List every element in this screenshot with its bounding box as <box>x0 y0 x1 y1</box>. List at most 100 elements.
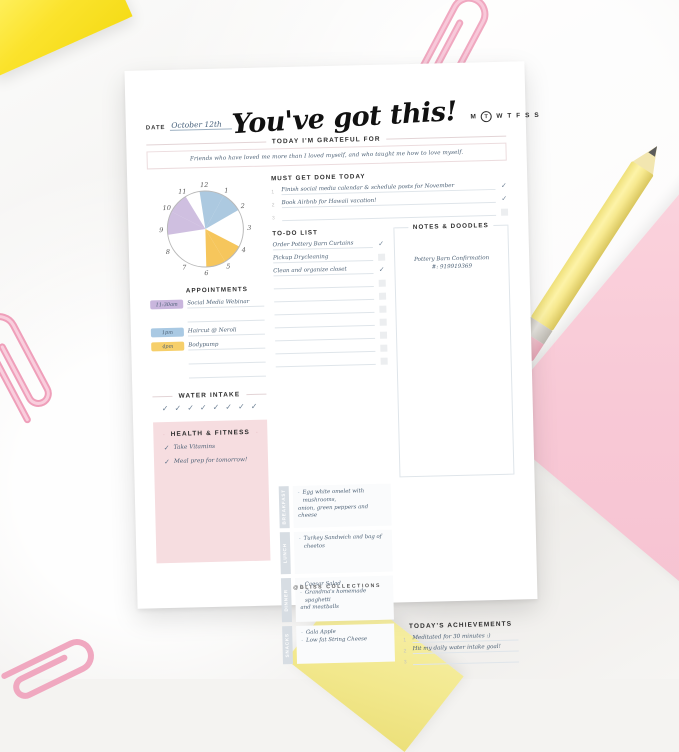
notes-content[interactable]: Pottery Barn Confirmation #: 919919369 <box>402 254 502 273</box>
clock-num-9: 9 <box>159 226 163 234</box>
achievement-row[interactable]: 3 <box>404 652 519 666</box>
appointments-section: APPOINTMENTS 11:30am Social Media Webina… <box>150 286 266 380</box>
todo-text[interactable] <box>276 363 376 367</box>
notes-doodles-section[interactable]: NOTES & DOODLES Pottery Barn Confirmatio… <box>393 225 514 478</box>
dash-icon: - <box>298 490 300 506</box>
meal-tab: SNACKS <box>282 626 293 664</box>
health-item[interactable]: ✓ Meal prep for tomorrow! <box>164 457 258 466</box>
clock-num-3: 3 <box>247 224 251 232</box>
appointment-row[interactable]: 11:30am Social Media Webinar <box>150 296 264 310</box>
todo-text[interactable]: Order Pottery Barn Curtains <box>273 240 373 251</box>
weekday-s2[interactable]: S <box>534 112 539 119</box>
appointment-row[interactable] <box>150 310 264 324</box>
health-item-label: Meal prep for tomorrow! <box>174 457 247 465</box>
row-number: 1 <box>271 189 276 195</box>
pink-paperclip-left <box>0 291 74 439</box>
appointment-time[interactable]: 1pm <box>151 328 184 338</box>
todo-row[interactable] <box>275 341 387 355</box>
todo-row[interactable] <box>274 289 386 303</box>
dash-icon: - <box>299 536 301 552</box>
date-field[interactable]: DATE October 12th <box>146 120 232 137</box>
water-glass-3[interactable]: ✓ <box>187 404 194 412</box>
meal-text: and meatballs <box>300 604 339 613</box>
desk-background: DATE October 12th You've got this! M T W… <box>0 0 679 679</box>
check-icon[interactable]: ✓ <box>378 267 385 274</box>
todo-section: TO-DO LIST Order Pottery Barn Curtains ✓… <box>272 228 390 481</box>
health-item[interactable]: ✓ Take Vitamins <box>164 443 258 452</box>
appointment-text[interactable]: Bodypump <box>188 340 265 350</box>
appointment-text[interactable]: Social Media Webinar <box>187 298 264 308</box>
weekday-f[interactable]: F <box>516 112 521 119</box>
todo-text[interactable]: Clean and organize closet <box>273 266 373 277</box>
planner-page: DATE October 12th You've got this! M T W… <box>124 61 537 609</box>
check-icon[interactable]: ✓ <box>501 196 508 203</box>
checkbox[interactable] <box>501 209 508 216</box>
checkbox[interactable] <box>379 306 386 313</box>
clock-num-7: 7 <box>182 264 186 272</box>
appointment-row[interactable] <box>152 366 266 380</box>
row-number: 2 <box>272 202 277 208</box>
todo-row[interactable]: Pickup Drycleaning <box>273 250 385 264</box>
checkbox[interactable] <box>379 293 386 300</box>
water-glass-5[interactable]: ✓ <box>213 404 220 412</box>
appointment-time[interactable]: 11:30am <box>150 300 183 310</box>
meal-tab: BREAKFAST <box>279 486 290 528</box>
appointment-text[interactable] <box>189 375 266 379</box>
water-title: WATER INTAKE <box>178 391 240 400</box>
appointment-row[interactable]: 1pm Haircut @ Neroli <box>151 324 265 338</box>
todo-row[interactable]: Clean and organize closet ✓ <box>273 263 385 277</box>
weekday-t2[interactable]: T <box>507 113 512 120</box>
todo-row[interactable] <box>275 328 387 342</box>
appointment-time[interactable] <box>151 356 184 366</box>
water-glass-2[interactable]: ✓ <box>174 405 181 413</box>
checkbox[interactable] <box>380 345 387 352</box>
check-icon[interactable]: ✓ <box>378 241 385 248</box>
water-glass-4[interactable]: ✓ <box>200 404 207 412</box>
checkbox[interactable] <box>380 332 387 339</box>
rule-right <box>494 225 508 226</box>
appointment-row[interactable]: 4pm Bodypump <box>151 338 265 352</box>
todo-text[interactable]: Pickup Drycleaning <box>273 253 373 264</box>
water-glass-7[interactable]: ✓ <box>238 403 245 411</box>
appointment-time[interactable] <box>150 314 183 324</box>
weekday-s1[interactable]: S <box>525 112 530 119</box>
todo-row[interactable] <box>273 276 385 290</box>
check-icon[interactable]: ✓ <box>500 183 507 190</box>
todo-row[interactable]: Order Pottery Barn Curtains ✓ <box>273 237 385 251</box>
checkbox[interactable] <box>379 280 386 287</box>
appointment-text[interactable] <box>189 361 266 365</box>
water-glasses[interactable]: ✓ ✓ ✓ ✓ ✓ ✓ ✓ ✓ <box>153 403 267 414</box>
weekday-m[interactable]: M <box>470 113 476 120</box>
checkbox[interactable] <box>379 319 386 326</box>
checkbox[interactable] <box>378 254 385 261</box>
appointment-row[interactable] <box>151 352 265 366</box>
notes-title: NOTES & DOODLES <box>413 222 489 231</box>
meal-body[interactable]: -Gala Apple -Low fat String Cheese <box>296 624 395 664</box>
meal-body[interactable]: -Egg white omelet with mushrooms, onion,… <box>293 484 392 528</box>
appointment-time[interactable] <box>152 370 185 380</box>
todo-row[interactable] <box>275 354 387 368</box>
weekday-w[interactable]: W <box>496 113 503 120</box>
clock-num-6: 6 <box>204 269 208 277</box>
weekday-selector[interactable]: M T W T F S S <box>470 110 539 129</box>
todo-row[interactable] <box>274 302 386 316</box>
water-glass-1[interactable]: ✓ <box>162 405 169 413</box>
appointment-text[interactable] <box>188 319 265 323</box>
dash-icon: - <box>301 630 303 638</box>
achievements-title-row: TODAY'S ACHIEVEMENTS <box>403 621 518 631</box>
weekday-t1[interactable]: T <box>481 111 492 122</box>
must-get-done-text[interactable] <box>282 214 496 221</box>
todo-row[interactable] <box>274 315 386 329</box>
achievement-text[interactable] <box>413 661 519 666</box>
water-glass-8[interactable]: ✓ <box>251 403 258 411</box>
appointment-time[interactable]: 4pm <box>151 342 184 352</box>
appointment-text[interactable]: Haircut @ Neroli <box>188 326 265 336</box>
water-intake-section: WATER INTAKE ✓ ✓ ✓ ✓ ✓ ✓ ✓ ✓ <box>152 391 266 414</box>
water-glass-6[interactable]: ✓ <box>225 403 232 411</box>
meal-text: Low fat String Cheese <box>306 636 367 645</box>
grateful-section: TODAY I'M GRATEFUL FOR Friends who have … <box>146 133 507 170</box>
clock-num-11: 11 <box>178 187 186 195</box>
meal-body[interactable]: -Turkey Sandwich and bag of cheetos <box>294 530 393 574</box>
date-value[interactable]: October 12th <box>169 120 231 131</box>
checkbox[interactable] <box>380 358 387 365</box>
